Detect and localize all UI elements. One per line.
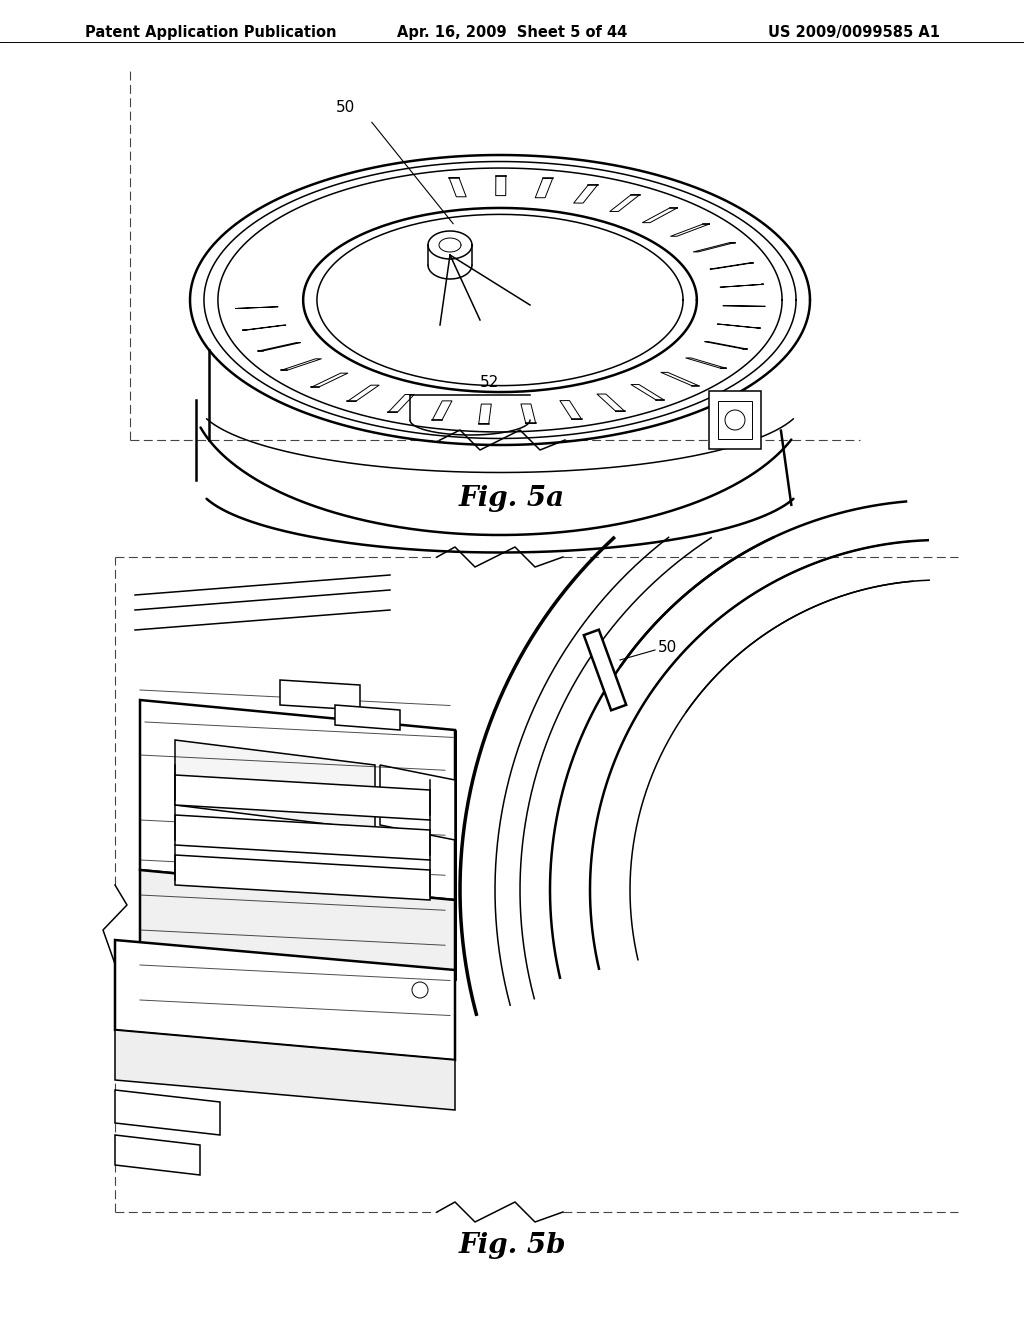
Bar: [709, 391, 761, 449]
Polygon shape: [115, 940, 455, 1060]
Bar: [718, 401, 752, 440]
Polygon shape: [175, 775, 430, 820]
Polygon shape: [140, 700, 455, 900]
Text: Patent Application Publication: Patent Application Publication: [85, 25, 337, 40]
Polygon shape: [115, 1135, 200, 1175]
Text: Apr. 16, 2009  Sheet 5 of 44: Apr. 16, 2009 Sheet 5 of 44: [397, 25, 627, 40]
Text: 50: 50: [658, 640, 677, 656]
Text: 50: 50: [336, 100, 355, 115]
Polygon shape: [140, 870, 455, 979]
Text: Fig. 5a: Fig. 5a: [459, 484, 565, 512]
Text: 52: 52: [480, 375, 500, 389]
Polygon shape: [175, 855, 430, 900]
Polygon shape: [584, 630, 627, 710]
Polygon shape: [115, 1030, 455, 1110]
Polygon shape: [280, 680, 360, 710]
Polygon shape: [335, 705, 400, 730]
Text: Fig. 5b: Fig. 5b: [459, 1232, 565, 1259]
Text: US 2009/0099585 A1: US 2009/0099585 A1: [768, 25, 940, 40]
Circle shape: [412, 982, 428, 998]
Polygon shape: [380, 766, 455, 840]
Polygon shape: [175, 814, 430, 861]
Polygon shape: [115, 1090, 220, 1135]
Polygon shape: [175, 741, 375, 830]
